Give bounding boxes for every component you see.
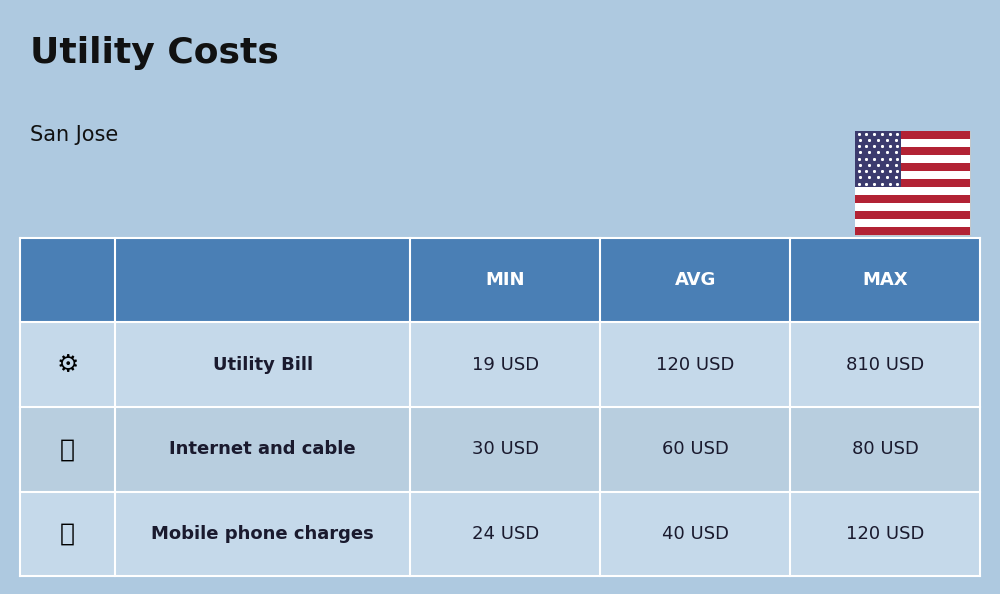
FancyBboxPatch shape [855,131,970,138]
Text: 810 USD: 810 USD [846,356,924,374]
FancyBboxPatch shape [855,154,970,163]
Text: 19 USD: 19 USD [472,356,539,374]
Text: ⚙: ⚙ [56,353,79,377]
FancyBboxPatch shape [855,187,970,195]
Text: Internet and cable: Internet and cable [169,440,356,458]
Text: 40 USD: 40 USD [662,525,729,543]
Text: San Jose: San Jose [30,125,118,145]
FancyBboxPatch shape [855,131,901,187]
Text: 📶: 📶 [60,437,75,461]
FancyBboxPatch shape [855,219,970,227]
Text: MAX: MAX [862,271,908,289]
Text: Utility Costs: Utility Costs [30,36,279,69]
Text: AVG: AVG [674,271,716,289]
FancyBboxPatch shape [855,163,970,170]
FancyBboxPatch shape [855,170,970,179]
Text: 80 USD: 80 USD [852,440,918,458]
Text: 30 USD: 30 USD [472,440,539,458]
Text: 120 USD: 120 USD [656,356,734,374]
FancyBboxPatch shape [20,322,980,407]
FancyBboxPatch shape [855,138,970,147]
FancyBboxPatch shape [20,238,980,322]
Text: 📱: 📱 [60,522,75,546]
FancyBboxPatch shape [855,131,970,235]
FancyBboxPatch shape [20,492,980,576]
Text: 60 USD: 60 USD [662,440,729,458]
FancyBboxPatch shape [855,179,970,187]
FancyBboxPatch shape [855,211,970,219]
FancyBboxPatch shape [855,195,970,203]
Text: Mobile phone charges: Mobile phone charges [151,525,374,543]
Text: MIN: MIN [486,271,525,289]
Text: Utility Bill: Utility Bill [213,356,313,374]
FancyBboxPatch shape [855,203,970,211]
Text: 24 USD: 24 USD [472,525,539,543]
FancyBboxPatch shape [855,147,970,154]
FancyBboxPatch shape [855,227,970,235]
Text: 120 USD: 120 USD [846,525,924,543]
FancyBboxPatch shape [20,407,980,492]
